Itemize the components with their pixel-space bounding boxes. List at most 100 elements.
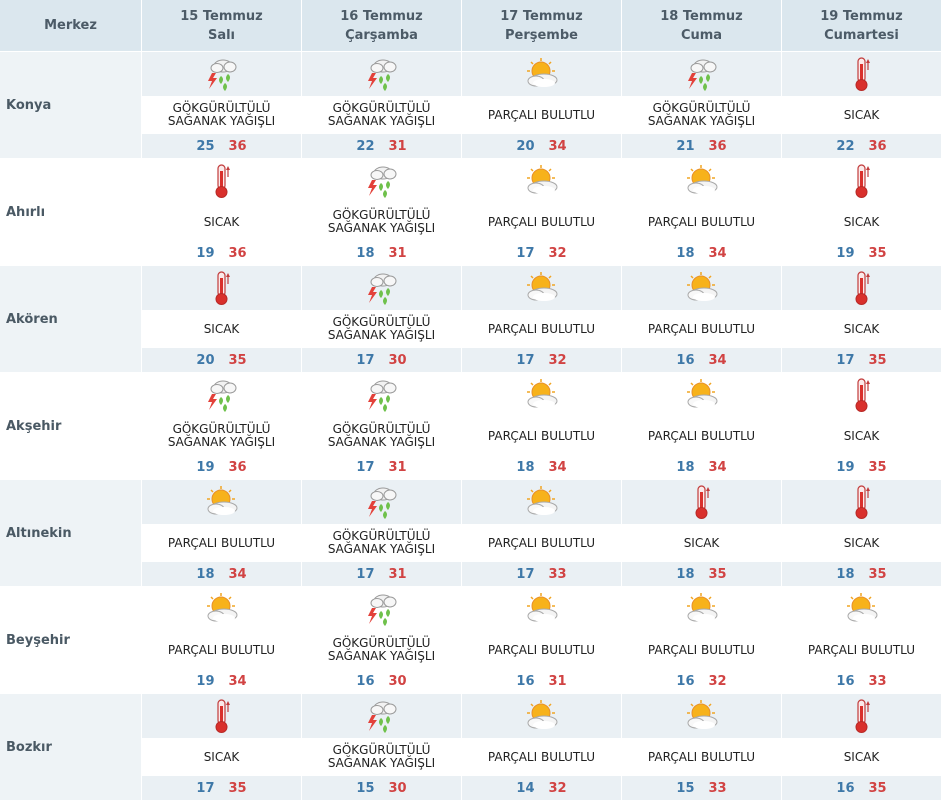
condition-line2: SAĞANAK YAĞIŞLI [167, 114, 276, 128]
condition-line2: SAĞANAK YAĞIŞLI [327, 649, 436, 663]
max-temp: 33 [708, 780, 727, 796]
thunderstorm-rain-icon [302, 52, 461, 96]
condition-line1: GÖKGÜRÜLTÜLÜ [332, 208, 431, 222]
condition-line1: SICAK [843, 214, 880, 229]
max-temp: 31 [388, 245, 407, 261]
condition-text: GÖKGÜRÜLTÜLÜ SAĞANAK YAĞIŞLI [302, 203, 461, 241]
min-temp: 20 [196, 352, 215, 368]
max-temp: 36 [228, 245, 247, 261]
temperature-range: 20 34 [462, 134, 621, 158]
min-temp: 17 [516, 566, 535, 582]
forecast-cell: GÖKGÜRÜLTÜLÜ SAĞANAK YAĞIŞLI 19 36 [142, 373, 302, 480]
condition-text: PARÇALI BULUTLU [622, 203, 781, 241]
max-temp: 32 [548, 245, 567, 261]
forecast-cell: PARÇALI BULUTLU 18 34 [142, 480, 302, 587]
min-temp: 16 [836, 780, 855, 796]
condition-text: PARÇALI BULUTLU [142, 524, 301, 562]
condition-text: GÖKGÜRÜLTÜLÜ SAĞANAK YAĞIŞLI [302, 631, 461, 669]
condition-line1: PARÇALI BULUTLU [647, 321, 756, 336]
forecast-cell: GÖKGÜRÜLTÜLÜ SAĞANAK YAĞIŞLI 16 30 [302, 587, 462, 694]
partly-cloudy-icon [622, 159, 781, 203]
max-temp: 31 [388, 138, 407, 154]
max-temp: 31 [388, 566, 407, 582]
min-temp: 25 [196, 138, 215, 154]
min-temp: 19 [196, 673, 215, 689]
max-temp: 36 [228, 459, 247, 475]
partly-cloudy-icon [462, 159, 621, 203]
temperature-range: 17 30 [302, 348, 461, 372]
condition-line1: PARÇALI BULUTLU [487, 214, 596, 229]
condition-line2: SAĞANAK YAĞIŞLI [327, 756, 436, 770]
condition-text: GÖKGÜRÜLTÜLÜ SAĞANAK YAĞIŞLI [302, 310, 461, 348]
temperature-range: 18 35 [622, 562, 781, 586]
condition-line1: PARÇALI BULUTLU [487, 107, 596, 122]
min-temp: 17 [356, 459, 375, 475]
temperature-range: 14 32 [462, 776, 621, 800]
condition-text: PARÇALI BULUTLU [462, 524, 621, 562]
max-temp: 30 [388, 780, 407, 796]
max-temp: 34 [708, 245, 727, 261]
max-temp: 34 [708, 459, 727, 475]
temperature-range: 16 34 [622, 348, 781, 372]
condition-line1: GÖKGÜRÜLTÜLÜ [332, 315, 431, 329]
condition-text: SICAK [782, 310, 941, 348]
min-temp: 16 [676, 352, 695, 368]
forecast-cell: SICAK 22 36 [782, 52, 942, 159]
forecast-cell: GÖKGÜRÜLTÜLÜ SAĞANAK YAĞIŞLI 18 31 [302, 159, 462, 266]
condition-line1: PARÇALI BULUTLU [647, 428, 756, 443]
forecast-cell: SICAK 20 35 [142, 266, 302, 373]
min-temp: 19 [196, 459, 215, 475]
forecast-cell: PARÇALI BULUTLU 18 34 [462, 373, 622, 480]
forecast-cell: PARÇALI BULUTLU 16 31 [462, 587, 622, 694]
temperature-range: 21 36 [622, 134, 781, 158]
condition-line1: PARÇALI BULUTLU [487, 642, 596, 657]
thermometer-hot-icon [782, 694, 941, 738]
temperature-range: 17 32 [462, 241, 621, 265]
condition-line1: SICAK [843, 749, 880, 764]
temperature-range: 16 31 [462, 669, 621, 693]
condition-line2: SAĞANAK YAĞIŞLI [327, 221, 436, 235]
condition-text: PARÇALI BULUTLU [142, 631, 301, 669]
max-temp: 31 [548, 673, 567, 689]
forecast-cell: SICAK 18 35 [622, 480, 782, 587]
condition-text: SICAK [142, 310, 301, 348]
condition-line1: GÖKGÜRÜLTÜLÜ [332, 101, 431, 115]
max-temp: 36 [868, 138, 887, 154]
min-temp: 17 [516, 245, 535, 261]
thunderstorm-rain-icon [142, 373, 301, 417]
forecast-cell: SICAK 19 36 [142, 159, 302, 266]
condition-text: PARÇALI BULUTLU [462, 631, 621, 669]
condition-line1: PARÇALI BULUTLU [167, 535, 276, 550]
condition-line1: PARÇALI BULUTLU [647, 642, 756, 657]
min-temp: 16 [836, 673, 855, 689]
condition-line1: PARÇALI BULUTLU [647, 749, 756, 764]
partly-cloudy-icon [462, 52, 621, 96]
condition-line1: SICAK [843, 535, 880, 550]
city-name: Konya [0, 52, 142, 159]
condition-line2: SAĞANAK YAĞIŞLI [167, 435, 276, 449]
condition-text: GÖKGÜRÜLTÜLÜ SAĞANAK YAĞIŞLI [142, 96, 301, 134]
forecast-cell: GÖKGÜRÜLTÜLÜ SAĞANAK YAĞIŞLI 22 31 [302, 52, 462, 159]
condition-text: PARÇALI BULUTLU [462, 203, 621, 241]
forecast-cell: PARÇALI BULUTLU 17 33 [462, 480, 622, 587]
condition-text: GÖKGÜRÜLTÜLÜ SAĞANAK YAĞIŞLI [302, 96, 461, 134]
thunderstorm-rain-icon [302, 587, 461, 631]
max-temp: 35 [868, 459, 887, 475]
temperature-range: 17 31 [302, 455, 461, 479]
partly-cloudy-icon [462, 373, 621, 417]
condition-line1: PARÇALI BULUTLU [807, 642, 916, 657]
temperature-range: 18 34 [622, 455, 781, 479]
condition-line1: GÖKGÜRÜLTÜLÜ [652, 101, 751, 115]
thermometer-hot-icon [142, 159, 301, 203]
condition-line1: PARÇALI BULUTLU [487, 749, 596, 764]
min-temp: 18 [676, 566, 695, 582]
forecast-cell: GÖKGÜRÜLTÜLÜ SAĞANAK YAĞIŞLI 21 36 [622, 52, 782, 159]
min-temp: 16 [516, 673, 535, 689]
partly-cloudy-icon [142, 587, 301, 631]
temperature-range: 22 36 [782, 134, 941, 158]
partly-cloudy-icon [782, 587, 941, 631]
thermometer-hot-icon [622, 480, 781, 524]
forecast-cell: PARÇALI BULUTLU 17 32 [462, 266, 622, 373]
condition-line1: SICAK [203, 214, 240, 229]
max-temp: 35 [228, 352, 247, 368]
